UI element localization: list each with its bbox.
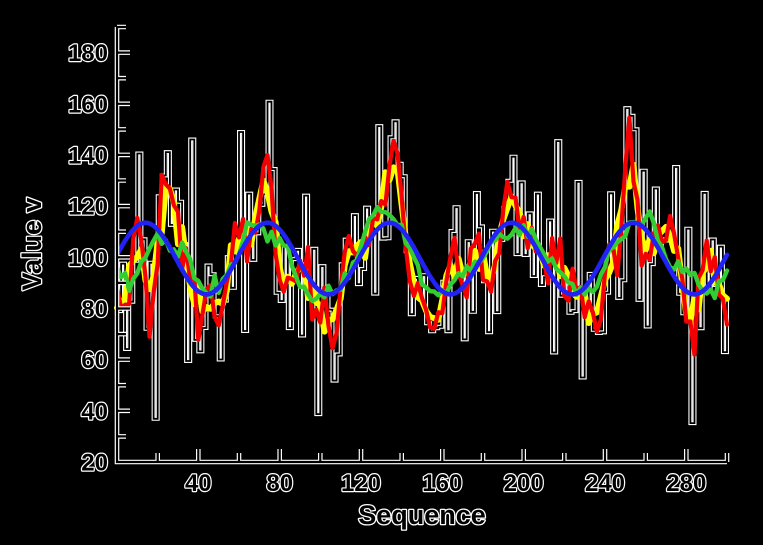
y-tick-label: 40 bbox=[81, 398, 108, 425]
series-ma-widest bbox=[114, 204, 730, 303]
x-tick-label: 80 bbox=[266, 470, 293, 497]
y-tick-label: 120 bbox=[68, 194, 108, 221]
y-tick-label: 100 bbox=[68, 245, 108, 272]
y-tick-label: 20 bbox=[81, 450, 108, 477]
x-tick-label: 280 bbox=[666, 470, 706, 497]
x-tick-label: 120 bbox=[341, 470, 381, 497]
y-axis-title: Value v bbox=[17, 197, 47, 290]
series-sine bbox=[114, 220, 730, 297]
x-axis-title: Sequence bbox=[358, 500, 486, 530]
series-layer bbox=[114, 99, 730, 426]
series-ma-narrow bbox=[114, 115, 730, 357]
x-tick-label: 40 bbox=[185, 470, 212, 497]
y-tick-label: 60 bbox=[81, 347, 108, 374]
x-tick-label: 200 bbox=[504, 470, 544, 497]
x-tick-label: 240 bbox=[585, 470, 625, 497]
tick-labels-layer: 20 40 60 80 100 120 140 160 180 40 80 120 160 200 240 2… bbox=[67, 39, 708, 498]
y-tick-label: 140 bbox=[68, 142, 108, 169]
y-tick-label: 80 bbox=[81, 296, 108, 323]
axes-frame-and-ticks bbox=[115, 25, 729, 464]
y-tick-label: 180 bbox=[68, 40, 108, 67]
x-tick-label: 160 bbox=[422, 470, 462, 497]
axes-layer bbox=[114, 24, 730, 465]
y-tick-label: 160 bbox=[68, 91, 108, 118]
